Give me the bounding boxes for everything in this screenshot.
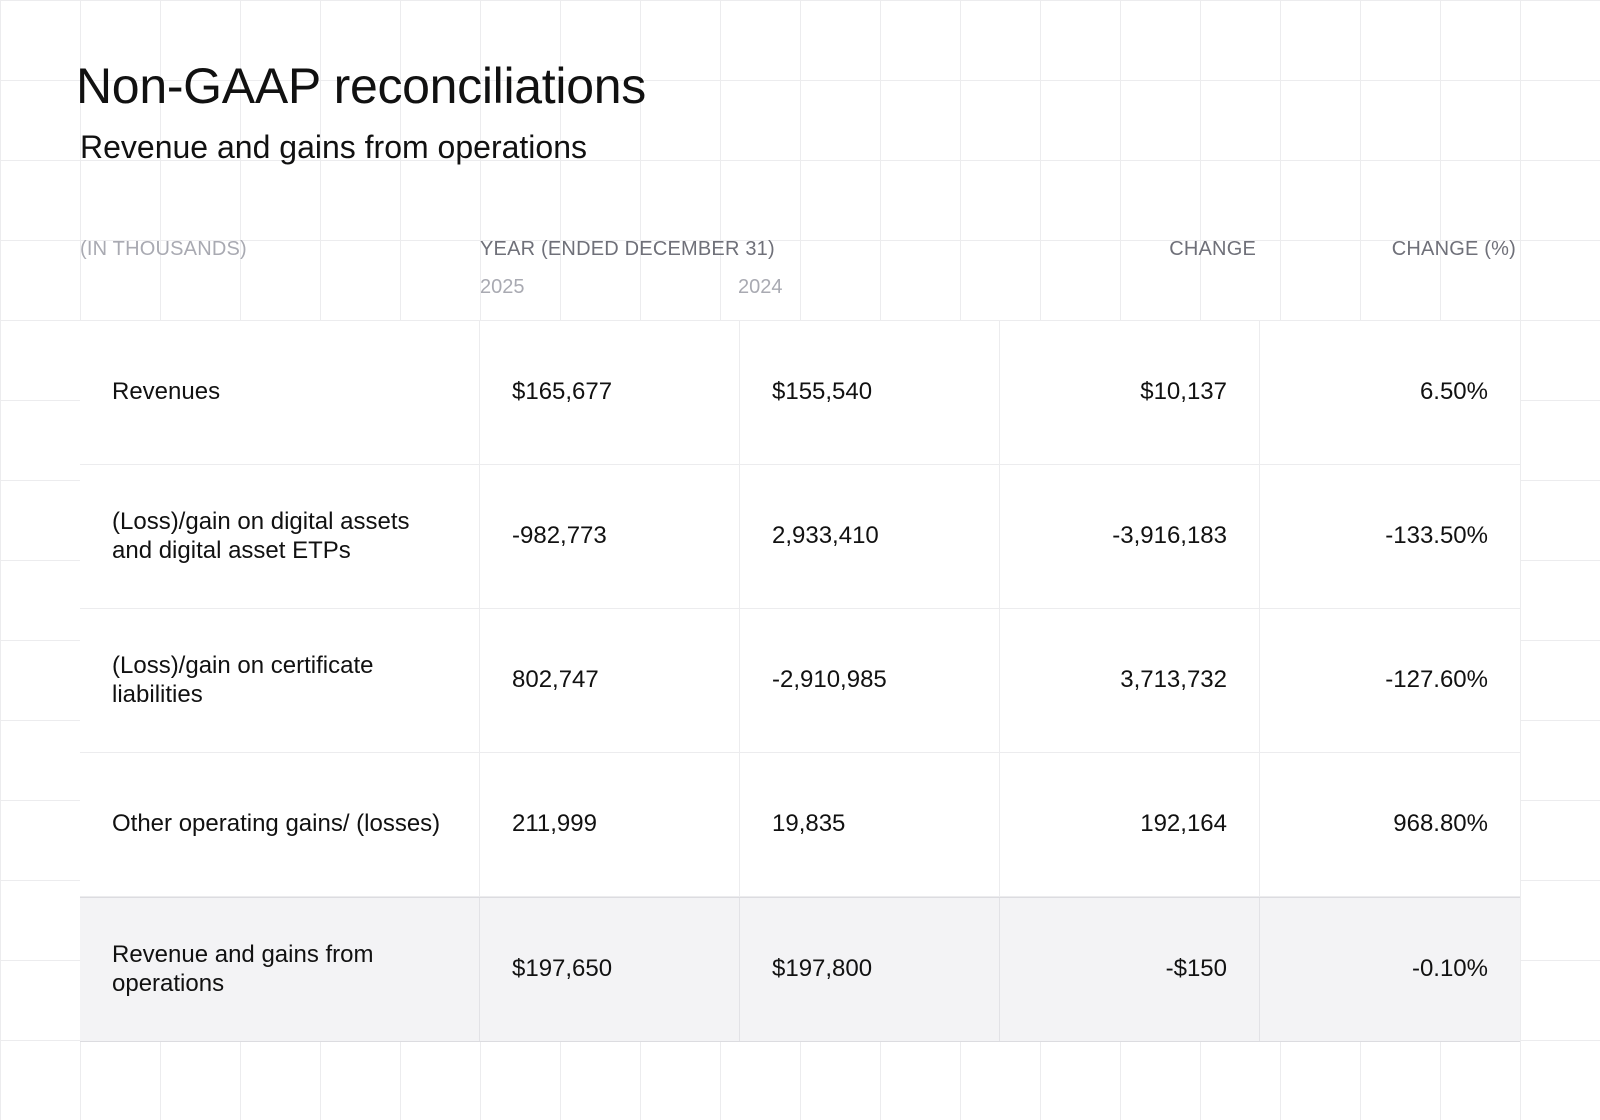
value-2025: 211,999 [480, 753, 740, 896]
value-change-pct: 968.80% [1393, 810, 1488, 838]
value-change: -3,916,183 [1000, 465, 1260, 608]
total-row: Revenue and gains from operations $197,6… [80, 897, 1520, 1042]
value-2024: $197,800 [740, 898, 1000, 1041]
value-2024: -2,910,985 [740, 609, 1000, 752]
value-change-pct: -127.60% [1385, 666, 1488, 694]
value-change: $10,137 [1000, 321, 1260, 464]
value-change-pct: -133.50% [1385, 522, 1488, 550]
change-pct-header: CHANGE (%) [1391, 238, 1516, 260]
value-2024: $155,540 [740, 321, 1000, 464]
table-row: (Loss)/gain on digital assets and digita… [80, 465, 1520, 609]
value-change: -$150 [1000, 898, 1260, 1041]
period-header: YEAR (ENDED DECEMBER 31) [480, 238, 775, 260]
value-2024: 19,835 [740, 753, 1000, 896]
page-title: Non-GAAP reconciliations [76, 58, 646, 114]
table-row: Other operating gains/ (losses) 211,999 … [80, 753, 1520, 897]
units-header: (IN THOUSANDS) [80, 238, 247, 260]
value-2024: 2,933,410 [740, 465, 1000, 608]
table-row: Revenues $165,677 $155,540 $10,137 6.50% [80, 321, 1520, 465]
value-change-pct: 6.50% [1419, 378, 1488, 406]
change-header: CHANGE [1169, 238, 1256, 260]
year-2024-header: 2024 [738, 276, 783, 298]
value-2025: 802,747 [480, 609, 740, 752]
table-row: (Loss)/gain on certificate liabilities 8… [80, 609, 1520, 753]
row-label: Revenue and gains from operations [80, 898, 480, 1041]
row-label: Other operating gains/ (losses) [80, 753, 480, 896]
value-2025: -982,773 [480, 465, 740, 608]
row-label: (Loss)/gain on certificate liabilities [80, 609, 480, 752]
value-change: 3,713,732 [1000, 609, 1260, 752]
value-change: 192,164 [1000, 753, 1260, 896]
year-2025-header: 2025 [480, 276, 525, 298]
value-2025: $165,677 [480, 321, 740, 464]
row-label: (Loss)/gain on digital assets and digita… [80, 465, 480, 608]
page-subtitle: Revenue and gains from operations [80, 129, 587, 165]
value-change-pct: -0.10% [1411, 955, 1488, 983]
row-label: Revenues [80, 321, 480, 464]
value-2025: $197,650 [480, 898, 740, 1041]
reconciliation-table: Revenues $165,677 $155,540 $10,137 6.50%… [80, 320, 1520, 1042]
